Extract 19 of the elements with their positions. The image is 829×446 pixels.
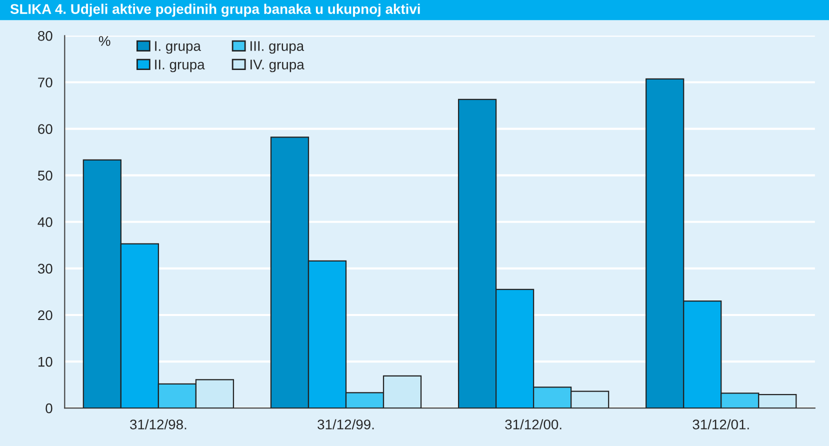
x-tick-label: 31/12/00. xyxy=(505,419,562,430)
legend-label: III. grupa xyxy=(250,41,304,54)
chart-title: SLIKA 4. Udjeli aktive pojedinih grupa banaka u ukupnoj aktivi xyxy=(10,4,420,17)
y-tick-label: 10 xyxy=(38,356,52,367)
x-tick-label: 31/12/01. xyxy=(692,419,749,430)
x-tick-label: 31/12/98. xyxy=(130,419,186,430)
legend-label: I. grupa xyxy=(155,41,201,54)
y-tick-label: 30 xyxy=(38,264,52,274)
legend-label: IV. grupa xyxy=(250,60,304,72)
y-tick-label: 50 xyxy=(38,170,52,181)
y-tick-label: 20 xyxy=(38,310,52,320)
legend-label: II. grupa xyxy=(155,60,205,72)
x-tick-label: 31/12/99. xyxy=(318,419,374,430)
y-tick-label: 40 xyxy=(38,217,52,228)
y-tick-label: 80 xyxy=(38,31,52,41)
y-axis-title: % xyxy=(98,36,110,46)
y-tick-label: 60 xyxy=(38,124,52,134)
y-tick-label: 70 xyxy=(38,78,52,88)
y-tick-label: 0 xyxy=(46,403,52,414)
